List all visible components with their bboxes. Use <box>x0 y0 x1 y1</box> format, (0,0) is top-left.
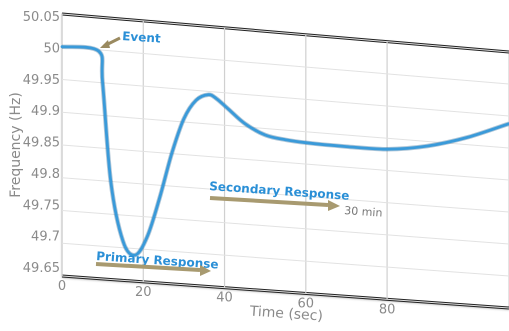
event-label: Event <box>122 29 162 46</box>
primary-response-arrow <box>95 262 201 272</box>
primary-response-annotation: Primary Response <box>96 249 219 276</box>
grid-line-y <box>61 177 509 213</box>
y-tick-label: 49.8 <box>31 167 60 182</box>
x-tick-label: 80 <box>379 302 396 317</box>
y-tick-label: 49.9 <box>31 104 60 119</box>
x-axis-ticks: 0 20 40 60 80 <box>58 279 396 317</box>
grid-line-y <box>61 46 509 85</box>
series-line <box>60 45 509 257</box>
series-group <box>60 44 509 258</box>
event-annotation: Event <box>100 29 161 48</box>
secondary-time-label: 30 min <box>344 204 383 220</box>
secondary-response-arrow <box>209 196 329 207</box>
y-axis-ticks: 50.05 50 49.95 49.9 49.85 49.8 49.75 49.7 49.65 <box>23 10 60 276</box>
x-tick-label: 20 <box>135 285 152 300</box>
x-tick-label: 40 <box>216 291 233 306</box>
y-tick-label: 49.85 <box>23 136 60 151</box>
grid-line-y <box>61 13 509 53</box>
y-tick-label: 49.95 <box>23 73 60 88</box>
x-axis-label: Time (sec) <box>248 303 323 324</box>
grid-line-y <box>61 275 509 309</box>
y-tick-label: 50 <box>43 41 60 56</box>
y-tick-label: 50.05 <box>23 10 60 25</box>
x-tick-label: 0 <box>58 279 66 294</box>
grid <box>61 13 509 309</box>
grid-line-y <box>61 79 509 117</box>
primary-response-arrowhead <box>200 265 211 276</box>
secondary-response-arrowhead <box>328 200 340 211</box>
y-tick-label: 49.75 <box>23 198 60 213</box>
y-tick-label: 49.7 <box>31 230 60 245</box>
y-tick-label: 49.65 <box>23 261 60 276</box>
grid-line-y <box>61 144 509 181</box>
grid-line-y <box>61 210 509 245</box>
event-arrowhead <box>100 40 110 48</box>
grid-line-y <box>61 242 509 277</box>
y-axis-label: Frequency (Hz) <box>8 92 24 198</box>
grid-line-y <box>61 111 509 149</box>
x-tick-label: 60 <box>298 296 315 311</box>
